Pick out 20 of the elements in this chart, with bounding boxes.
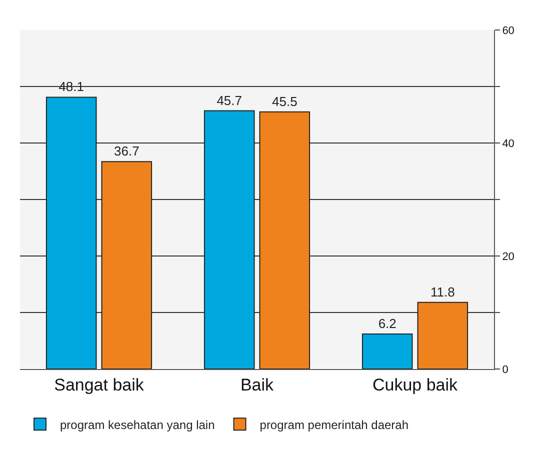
data-label: 45.7 <box>216 92 242 108</box>
data-label: 45.5 <box>272 94 298 109</box>
bar <box>101 161 152 369</box>
x-tick-label: Baik <box>240 375 274 394</box>
y-tick-label: 40 <box>502 138 514 150</box>
bar <box>362 333 413 369</box>
y-tick-label: 60 <box>502 24 514 37</box>
x-tick-label: Sangat baik <box>54 375 144 394</box>
x-tick-label: Cukup baik <box>372 375 458 394</box>
y-tick-label: 0 <box>502 364 508 376</box>
bar <box>259 111 310 369</box>
data-label: 36.7 <box>114 144 140 159</box>
bar <box>46 96 97 369</box>
bar <box>204 110 255 369</box>
data-label: 6.2 <box>378 316 396 331</box>
y-tick-label: 20 <box>502 250 514 263</box>
data-label: 11.8 <box>430 284 455 300</box>
bar <box>417 302 468 369</box>
legend-label: program pemerintah daerah <box>260 418 409 432</box>
legend-label: program kesehatan yang lain <box>60 418 215 432</box>
